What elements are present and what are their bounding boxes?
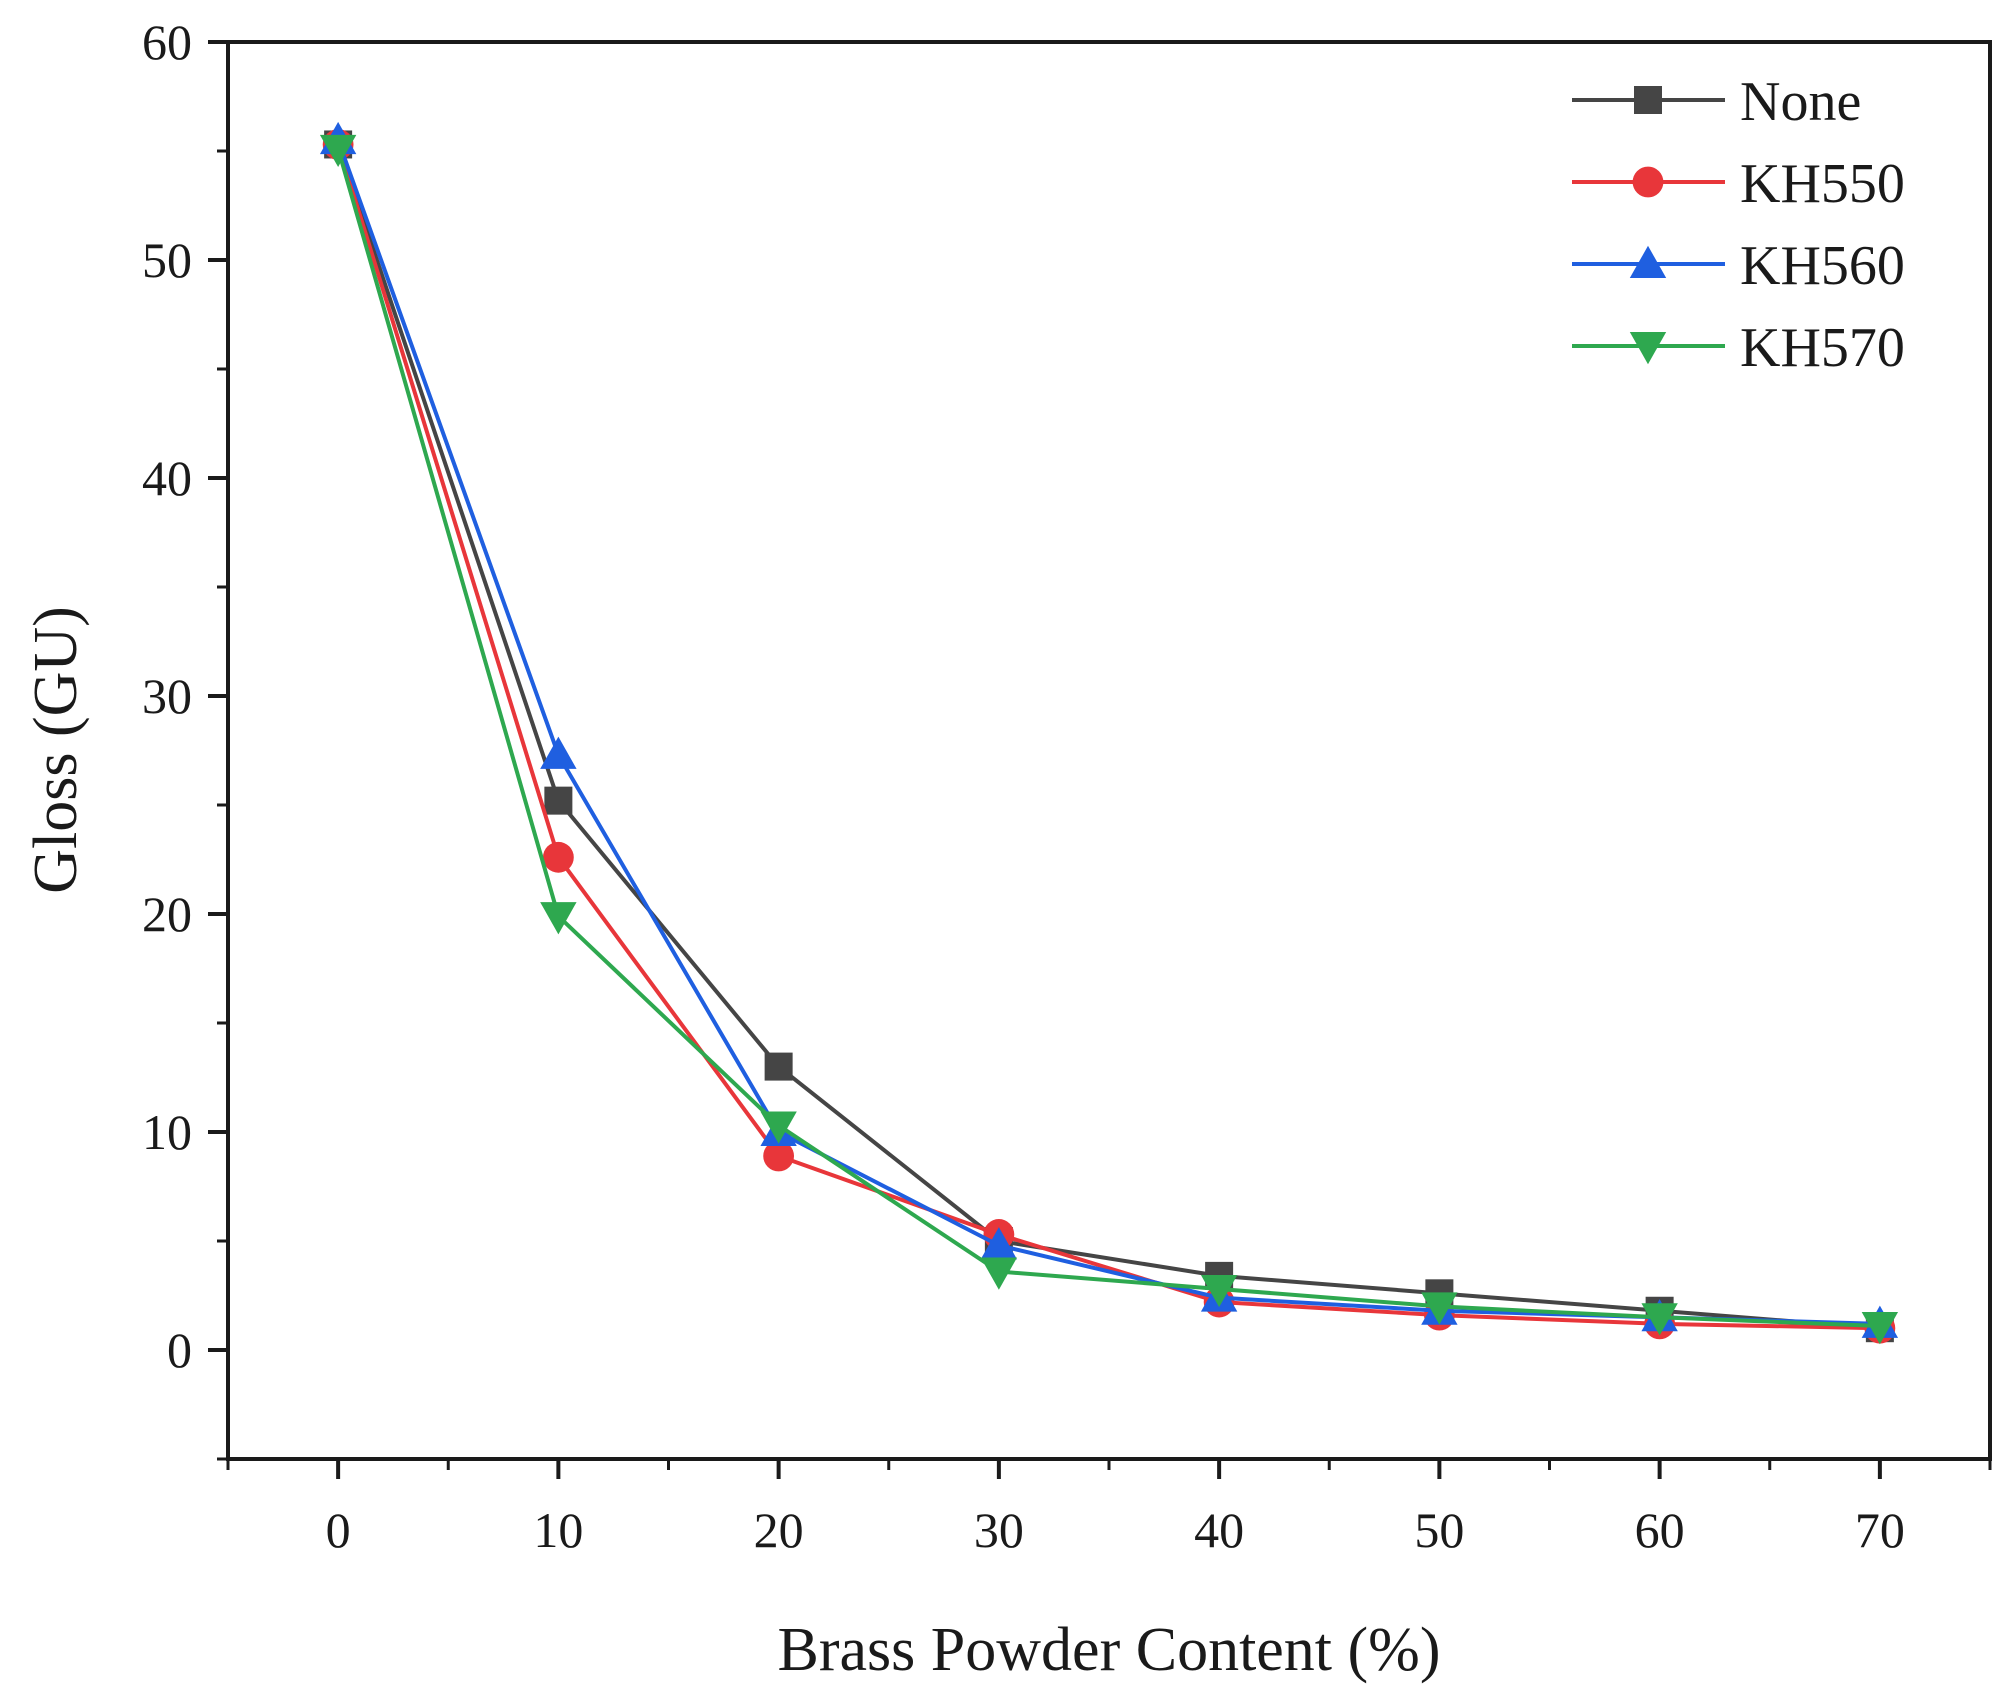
data-point-none bbox=[544, 786, 573, 815]
legend-item-kh550: KH550 bbox=[1572, 153, 1905, 215]
data-point-kh550 bbox=[763, 1140, 795, 1172]
data-point-kh570 bbox=[1641, 1303, 1678, 1336]
legend-marker bbox=[1629, 245, 1667, 278]
data-point-kh560 bbox=[540, 736, 577, 769]
data-point-kh570 bbox=[540, 902, 577, 935]
x-tick-label: 0 bbox=[326, 1502, 351, 1558]
plot-frame bbox=[226, 40, 1992, 1461]
data-point-kh570 bbox=[1200, 1274, 1238, 1308]
series-kh550 bbox=[322, 129, 1896, 1344]
data-point-none bbox=[764, 1052, 793, 1081]
y-axis: 0 10 20 30 40 50 60 bbox=[142, 14, 228, 1461]
series-line-kh550 bbox=[336, 143, 1880, 1331]
x-tick-label: 50 bbox=[1414, 1502, 1464, 1558]
legend: None KH550 KH560 KH570 bbox=[1572, 71, 1905, 379]
x-tick-label: 40 bbox=[1194, 1502, 1244, 1558]
data-point-kh570 bbox=[319, 134, 357, 168]
legend-label: KH570 bbox=[1740, 317, 1905, 379]
x-tick-label: 60 bbox=[1635, 1502, 1685, 1558]
legend-marker bbox=[1634, 86, 1662, 114]
series-layer bbox=[319, 121, 1899, 1345]
series-kh560 bbox=[319, 121, 1899, 1338]
x-tick-label: 10 bbox=[533, 1502, 583, 1558]
data-point-kh570 bbox=[980, 1257, 1018, 1290]
y-tick-label: 60 bbox=[142, 14, 192, 70]
legend-item-none: None bbox=[1572, 71, 1861, 133]
series-line-kh560 bbox=[336, 139, 1880, 1326]
series-kh570 bbox=[319, 134, 1899, 1345]
legend-marker bbox=[1632, 166, 1664, 198]
legend-item-kh570: KH570 bbox=[1572, 317, 1905, 379]
y-tick-label: 50 bbox=[142, 232, 192, 288]
y-axis-title: Gloss (GU) bbox=[22, 606, 90, 894]
y-tick-label: 10 bbox=[142, 1104, 192, 1160]
legend-item-kh560: KH560 bbox=[1572, 235, 1905, 297]
x-axis-title: Brass Powder Content (%) bbox=[778, 1616, 1441, 1684]
data-point-kh570 bbox=[1421, 1292, 1458, 1325]
series-line-kh570 bbox=[336, 148, 1880, 1329]
x-axis: 0 10 20 30 40 50 60 70 bbox=[226, 1459, 1992, 1558]
data-point-kh570 bbox=[760, 1111, 797, 1144]
y-tick-label: 40 bbox=[142, 450, 192, 506]
legend-label: None bbox=[1740, 71, 1861, 133]
x-tick-label: 70 bbox=[1855, 1502, 1905, 1558]
data-point-kh550 bbox=[542, 841, 574, 873]
x-tick-label: 20 bbox=[754, 1502, 804, 1558]
y-tick-label: 20 bbox=[142, 886, 192, 942]
series-line-none bbox=[336, 143, 1881, 1331]
legend-marker bbox=[1629, 332, 1667, 365]
y-tick-label: 0 bbox=[167, 1322, 192, 1378]
series-none bbox=[324, 130, 1894, 1343]
data-point-kh570 bbox=[1861, 1312, 1899, 1345]
data-point-kh560 bbox=[980, 1227, 1018, 1260]
legend-label: KH550 bbox=[1740, 153, 1905, 215]
x-tick-label: 30 bbox=[974, 1502, 1024, 1558]
y-tick-label: 30 bbox=[142, 668, 192, 724]
legend-label: KH560 bbox=[1740, 235, 1905, 297]
